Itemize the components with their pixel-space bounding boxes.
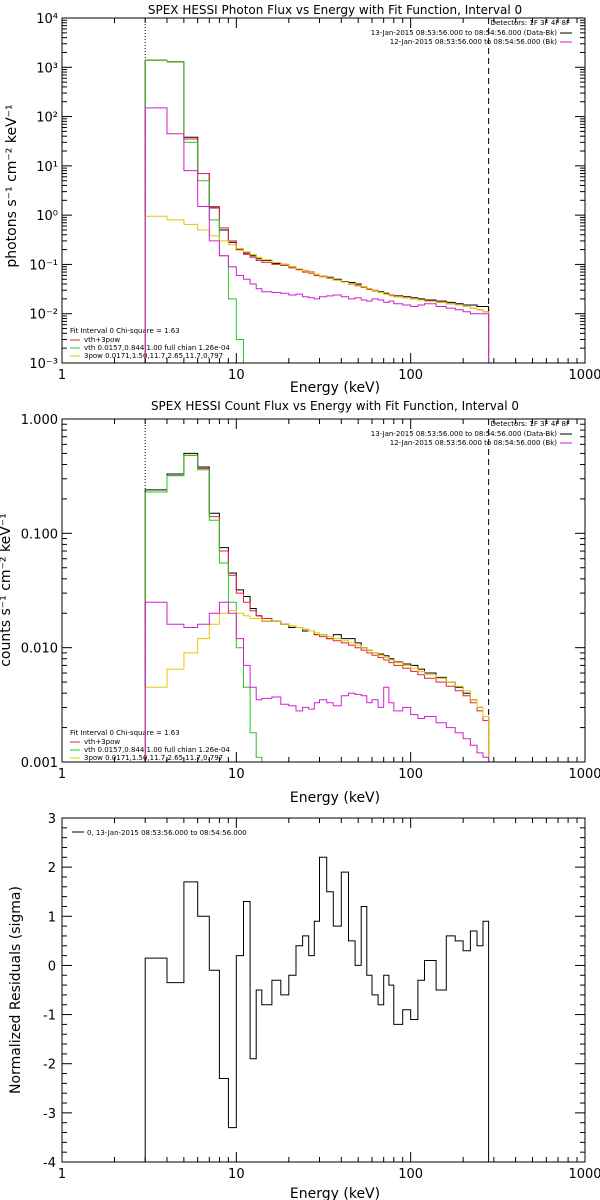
panel2-series-3-vth [144, 454, 490, 762]
panel2-legend-databk: 13-Jan-2015 08:53:56.000 to 08:54:56.000… [371, 430, 558, 438]
panel2-ylabel: counts s⁻¹ cm⁻² keV⁻¹ [0, 513, 14, 667]
panel1-series-2-vth-3pow [144, 59, 490, 363]
panel2-legend-topright: Detectors: 1F 3F 4F 8F 13-Jan-2015 08:53… [371, 420, 572, 447]
panel1-ytick-label: 10¹ [36, 160, 58, 175]
panel3-ytick-label: -3 [43, 1107, 56, 1122]
panel3-ytick-label: -4 [43, 1156, 56, 1171]
panel3-xlabel: Energy (keV) [290, 1186, 380, 1200]
panel1-series-5-bk [144, 107, 490, 363]
panel3-legend-label: 0, 13-Jan-2015 08:53:56.000 to 08:54:56.… [87, 829, 247, 837]
panel2-legend-fit: Fit Interval 0 Chi-square = 1.63 vth+3po… [70, 729, 230, 762]
panel1-fit-3pow: 3pow 0.0171,1.50,11.7,2.65,11.7,0.797 [84, 352, 223, 360]
panel2-xtick-label: 10 [228, 767, 245, 782]
panel3-ytick-label: -2 [43, 1058, 56, 1073]
panel1-ytick-label: 10⁻¹ [29, 258, 58, 273]
panel1-legend-detectors: Detectors: 1F 3F 4F 8F [491, 19, 570, 27]
panel1-ytick-label: 10⁴ [36, 12, 58, 27]
panel1-series-group [144, 18, 490, 363]
panel1-frame [61, 17, 586, 364]
panel2-fit-vth: vth 0.0157,0.844,1.00 full chian 1.26e-0… [84, 746, 230, 754]
panel2-xlabel: Energy (keV) [290, 790, 380, 806]
panel3-legend: 0, 13-Jan-2015 08:53:56.000 to 08:54:56.… [72, 829, 247, 837]
panel1-fit-title: Fit Interval 0 Chi-square = 1.63 [70, 327, 180, 335]
panel1-legend-fit: Fit Interval 0 Chi-square = 1.63 vth+3po… [70, 327, 230, 360]
panel2-fit-title: Fit Interval 0 Chi-square = 1.63 [70, 729, 180, 737]
panel2-series-5-bk [144, 601, 490, 762]
panel1-marks: 1 10 100 1000 10⁻³ 10⁻² 10⁻¹ 10⁰ 10¹ 10² 10³ 10⁴ [29, 12, 600, 383]
panel1-fit-vth3pow: vth+3pow [84, 336, 120, 344]
panel3-xtick-label: 10 [228, 1167, 245, 1182]
panel1-xtick-label: 100 [398, 368, 423, 383]
panel2-xtick-label: 1 [58, 767, 66, 782]
panel1-xtick-label: 10 [228, 368, 245, 383]
panel2-xtick-label: 1000 [568, 767, 600, 782]
panel2-series-1-data-bk [144, 452, 490, 762]
panel1-ytick-label: 10⁻² [29, 308, 58, 323]
panel2-ytick-label: 0.100 [21, 527, 58, 542]
panel1-xtick-label: 1 [58, 368, 66, 383]
panel1-xlabel: Energy (keV) [290, 380, 380, 396]
panel2-legend-detectors: Detectors: 1F 3F 4F 8F [491, 420, 570, 428]
panel2-frame [61, 418, 586, 763]
panel3-xtick-label: 100 [398, 1167, 423, 1182]
panel1-ytick-label: 10⁰ [36, 209, 58, 224]
panel3-ylabel: Normalized Residuals (sigma) [8, 886, 24, 1094]
panel3-series-1-0-13-jan-2015-08-53- [144, 856, 490, 1162]
panel3-ytick-label: 3 [48, 812, 56, 827]
panel2-fit-3pow: 3pow 0.0171,1.50,11.7,2.65,11.7,0.797 [84, 754, 223, 762]
panel2-ytick-label: 0.010 [21, 642, 58, 657]
panel3-series-group [144, 856, 490, 1162]
panel3-marks: 1 10 100 1000 -4 -3 -2 -1 0 1 2 3 [43, 812, 600, 1182]
panel1-ytick-label: 10³ [36, 61, 58, 76]
panel1-legend-bk: 12-Jan-2015 08:53:56.000 to 08:54:56.000… [390, 38, 558, 46]
panel1-legend-databk: 13-Jan-2015 08:53:56.000 to 08:54:56.000… [371, 29, 558, 37]
panel2-legend-bk: 12-Jan-2015 08:53:56.000 to 08:54:56.000… [390, 439, 558, 447]
panel1-legend-topright: Detectors: 1F 3F 4F 8F 13-Jan-2015 08:53… [371, 19, 572, 46]
panel3-xtick-label: 1 [58, 1167, 66, 1182]
panel1-title: SPEX HESSI Photon Flux vs Energy with Fi… [148, 3, 522, 17]
panel3-ytick-label: -1 [43, 1009, 56, 1024]
panel2-ytick-label: 0.001 [21, 756, 58, 771]
panel3-xtick-label: 1000 [568, 1167, 600, 1182]
panel2-xtick-label: 100 [398, 767, 423, 782]
panel2-marks: 1 10 100 1000 0.001 0.010 0.100 1.000 [21, 413, 600, 782]
panel2-series-2-vth-3pow [144, 454, 490, 762]
panel2-series-4-3pow [144, 610, 490, 762]
panel1-ylabel: photons s⁻¹ cm⁻² keV⁻¹ [4, 104, 20, 267]
panel1-ytick-label: 10² [36, 111, 58, 126]
panel2-fit-vth3pow: vth+3pow [84, 738, 120, 746]
panel1-ytick-label: 10⁻³ [29, 357, 58, 372]
panel2-series-group [144, 419, 490, 762]
panel2-ytick-label: 1.000 [21, 413, 58, 428]
panel3-frame [61, 817, 586, 1163]
panel1-fit-vth: vth 0.0157,0.844,1.00 full chian 1.26e-0… [84, 344, 230, 352]
panel3-ytick-label: 2 [48, 861, 56, 876]
panel3-ytick-label: 1 [48, 910, 56, 925]
panel1-series-4-3pow [144, 215, 490, 363]
panel3-ytick-label: 0 [48, 959, 56, 974]
panel1-xtick-label: 1000 [568, 368, 600, 383]
panel2-title: SPEX HESSI Count Flux vs Energy with Fit… [151, 399, 519, 413]
panel1-series-1-data-bk [144, 59, 490, 363]
